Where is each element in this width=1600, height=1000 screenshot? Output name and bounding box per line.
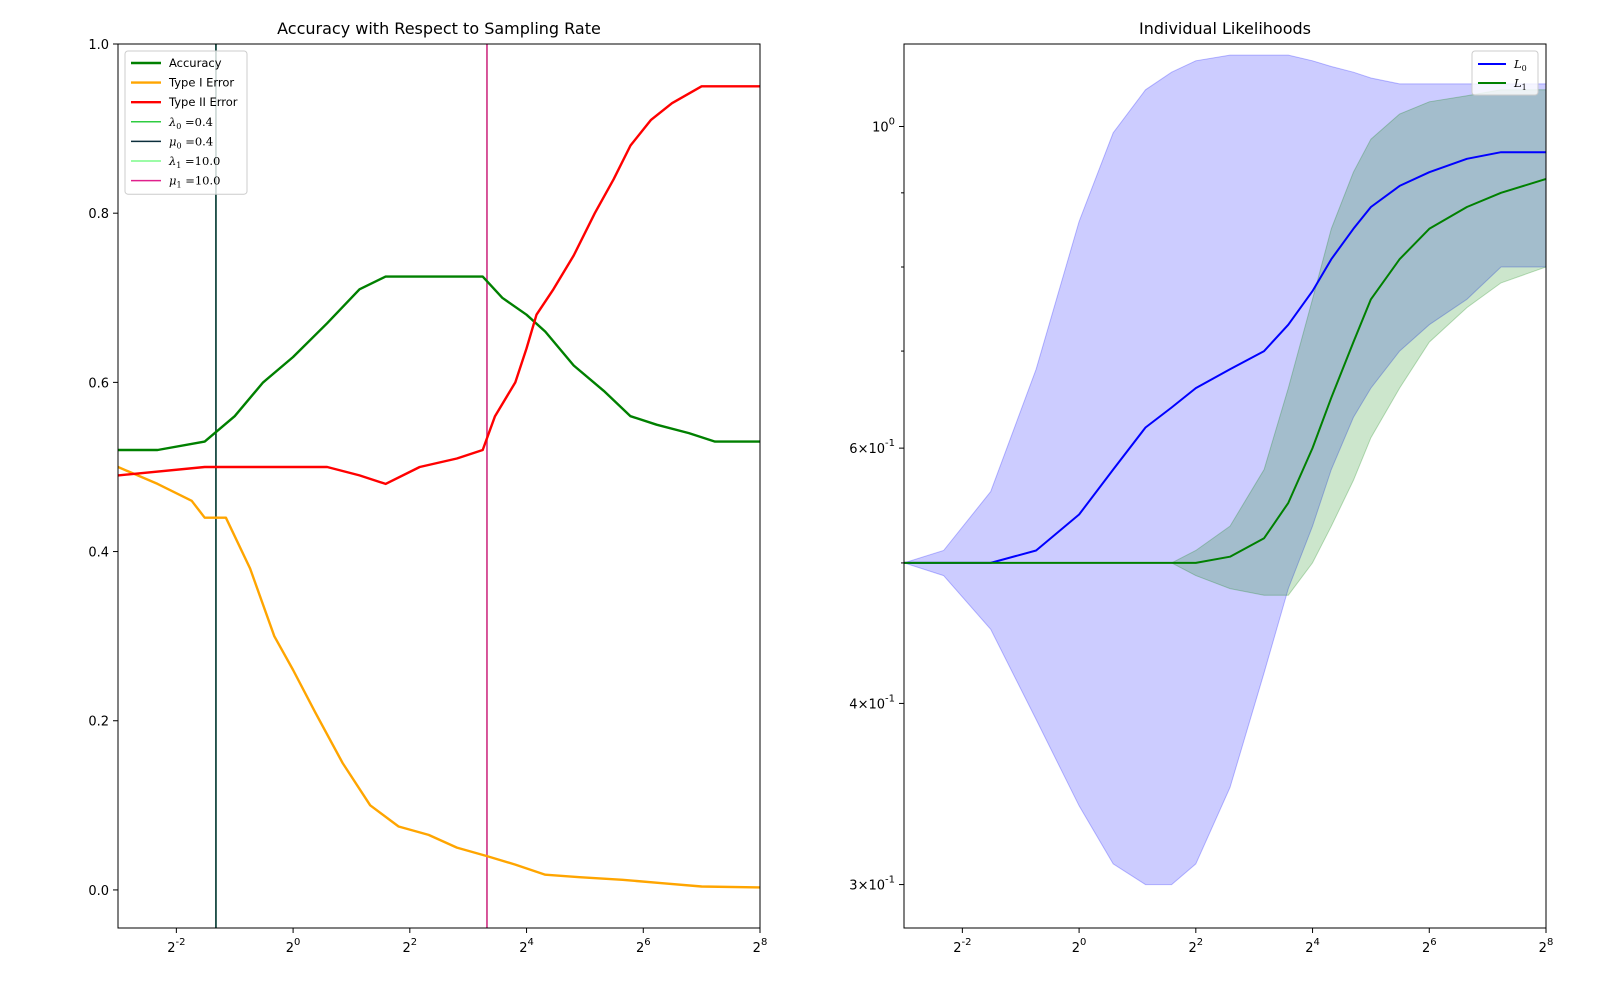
- x-tick-label: 24: [1305, 937, 1320, 956]
- y-tick-label: 3×10-1: [849, 875, 895, 894]
- likelihood-chart-title: Individual Likelihoods: [1139, 19, 1311, 38]
- y-tick-label: 4×10-1: [849, 693, 895, 712]
- x-tick-label: 28: [1539, 937, 1554, 956]
- x-tick-label: 28: [753, 937, 768, 956]
- y-tick-label: 0.4: [88, 546, 109, 561]
- x-tick-label: 20: [286, 937, 301, 956]
- x-tick-label: 20: [1072, 937, 1087, 956]
- legend-label: λ1 =10.0: [168, 154, 220, 170]
- accuracy-chart-title: Accuracy with Respect to Sampling Rate: [277, 19, 601, 38]
- x-tick-label: 2-2: [167, 937, 185, 956]
- series-line-type-ii-error: [118, 85, 760, 486]
- legend-label: λ0 =0.4: [168, 115, 213, 131]
- legend-box: [124, 50, 248, 195]
- legend-label: L1: [1513, 76, 1527, 92]
- legend-label: μ1 =10.0: [169, 174, 220, 190]
- series-line-l0: [904, 151, 1546, 564]
- accuracy-chart: Accuracy with Respect to Sampling Rate 2…: [88, 19, 767, 956]
- y-tick-label: 0.0: [88, 884, 109, 899]
- y-tick-label: 0.2: [88, 715, 109, 730]
- y-tick-label: 1.0: [88, 38, 109, 53]
- legend-label: Type II Error: [168, 95, 238, 109]
- x-tick-label: 24: [519, 937, 534, 956]
- accuracy-chart-legend: Accuracy Type I Error Type II Error λ0 =0.4…: [124, 50, 248, 195]
- x-tick-label: 2-2: [953, 937, 971, 956]
- series-line-type-i-error: [118, 465, 760, 889]
- x-tick-label: 26: [636, 937, 651, 956]
- band-l0: [904, 54, 1546, 886]
- x-tick-label: 22: [1188, 937, 1203, 956]
- legend-box: [1471, 50, 1539, 96]
- likelihood-chart: Individual Likelihoods 2-2 20 22 24 26 28 3×10…: [849, 19, 1553, 956]
- legend-label: μ0 =0.4: [169, 134, 213, 150]
- legend-label: Accuracy: [169, 56, 222, 70]
- accuracy-chart-frame: [117, 43, 761, 929]
- legend-label: Type I Error: [168, 76, 234, 90]
- y-tick-label: 0.8: [88, 207, 109, 222]
- x-tick-label: 22: [402, 937, 417, 956]
- series-line-l1: [904, 178, 1546, 564]
- legend-label: L0: [1513, 57, 1527, 73]
- y-tick-label: 0.6: [88, 376, 109, 391]
- likelihood-chart-frame: [903, 43, 1547, 929]
- x-tick-label: 26: [1422, 937, 1437, 956]
- y-tick-label: 100: [872, 116, 895, 135]
- series-line-accuracy: [118, 275, 760, 452]
- y-tick-label: 6×10-1: [849, 438, 895, 457]
